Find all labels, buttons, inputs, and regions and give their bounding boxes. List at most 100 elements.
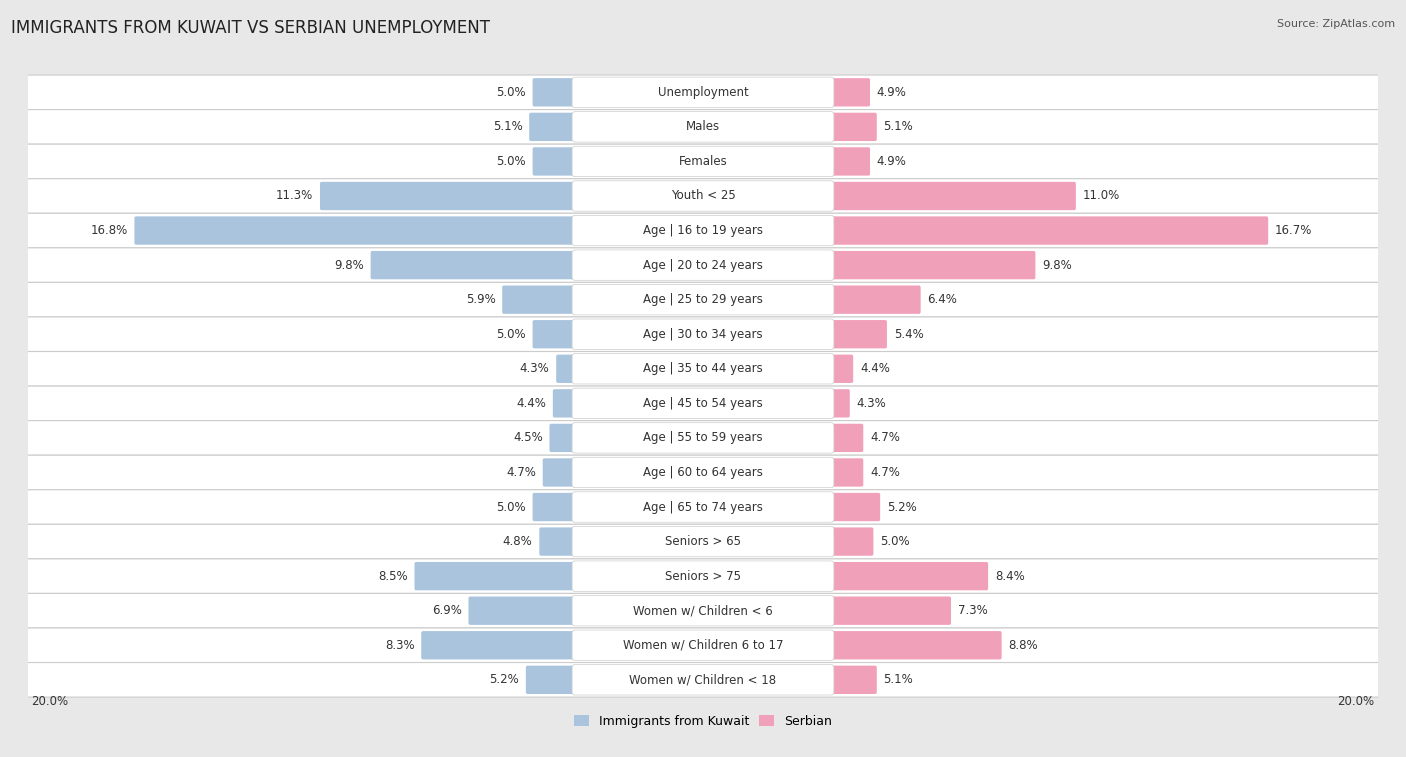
FancyBboxPatch shape [553, 389, 704, 418]
Text: 4.7%: 4.7% [870, 466, 900, 479]
Text: Age | 16 to 19 years: Age | 16 to 19 years [643, 224, 763, 237]
FancyBboxPatch shape [572, 561, 834, 591]
FancyBboxPatch shape [28, 628, 1378, 662]
FancyBboxPatch shape [572, 250, 834, 280]
FancyBboxPatch shape [28, 144, 1378, 179]
FancyBboxPatch shape [702, 562, 988, 590]
FancyBboxPatch shape [28, 593, 1378, 628]
Text: Women w/ Children 6 to 17: Women w/ Children 6 to 17 [623, 639, 783, 652]
FancyBboxPatch shape [28, 351, 1378, 386]
FancyBboxPatch shape [702, 251, 1035, 279]
FancyBboxPatch shape [28, 179, 1378, 213]
FancyBboxPatch shape [572, 422, 834, 453]
Text: Youth < 25: Youth < 25 [671, 189, 735, 202]
FancyBboxPatch shape [28, 559, 1378, 593]
FancyBboxPatch shape [702, 665, 877, 694]
FancyBboxPatch shape [572, 457, 834, 488]
Text: 4.3%: 4.3% [856, 397, 886, 410]
FancyBboxPatch shape [526, 665, 704, 694]
FancyBboxPatch shape [702, 78, 870, 107]
FancyBboxPatch shape [702, 597, 950, 625]
Text: 5.4%: 5.4% [894, 328, 924, 341]
FancyBboxPatch shape [533, 148, 704, 176]
FancyBboxPatch shape [28, 662, 1378, 697]
FancyBboxPatch shape [28, 75, 1378, 110]
FancyBboxPatch shape [28, 525, 1378, 559]
Text: 20.0%: 20.0% [1337, 695, 1375, 708]
Text: 11.0%: 11.0% [1083, 189, 1119, 202]
Text: 4.5%: 4.5% [513, 431, 543, 444]
FancyBboxPatch shape [702, 631, 1001, 659]
FancyBboxPatch shape [572, 526, 834, 557]
Text: 8.3%: 8.3% [385, 639, 415, 652]
Text: 5.9%: 5.9% [465, 293, 495, 306]
FancyBboxPatch shape [543, 458, 704, 487]
Text: 4.4%: 4.4% [516, 397, 546, 410]
FancyBboxPatch shape [28, 490, 1378, 525]
FancyBboxPatch shape [557, 354, 704, 383]
FancyBboxPatch shape [572, 181, 834, 211]
FancyBboxPatch shape [371, 251, 704, 279]
Text: 16.7%: 16.7% [1275, 224, 1312, 237]
FancyBboxPatch shape [702, 424, 863, 452]
Legend: Immigrants from Kuwait, Serbian: Immigrants from Kuwait, Serbian [569, 710, 837, 733]
Text: 11.3%: 11.3% [276, 189, 314, 202]
FancyBboxPatch shape [572, 285, 834, 315]
FancyBboxPatch shape [702, 354, 853, 383]
Text: Males: Males [686, 120, 720, 133]
FancyBboxPatch shape [702, 389, 849, 418]
FancyBboxPatch shape [468, 597, 704, 625]
Text: 5.0%: 5.0% [496, 155, 526, 168]
FancyBboxPatch shape [28, 386, 1378, 421]
FancyBboxPatch shape [572, 77, 834, 107]
Text: Age | 30 to 34 years: Age | 30 to 34 years [643, 328, 763, 341]
Text: 8.8%: 8.8% [1008, 639, 1038, 652]
FancyBboxPatch shape [550, 424, 704, 452]
Text: 5.0%: 5.0% [496, 500, 526, 513]
Text: 5.1%: 5.1% [883, 673, 914, 687]
FancyBboxPatch shape [702, 148, 870, 176]
Text: 5.0%: 5.0% [880, 535, 910, 548]
FancyBboxPatch shape [702, 182, 1076, 210]
FancyBboxPatch shape [572, 319, 834, 350]
FancyBboxPatch shape [572, 112, 834, 142]
Text: IMMIGRANTS FROM KUWAIT VS SERBIAN UNEMPLOYMENT: IMMIGRANTS FROM KUWAIT VS SERBIAN UNEMPL… [11, 19, 491, 37]
Text: 8.5%: 8.5% [378, 570, 408, 583]
FancyBboxPatch shape [28, 421, 1378, 455]
Text: 9.8%: 9.8% [1042, 259, 1071, 272]
FancyBboxPatch shape [572, 596, 834, 626]
Text: 4.8%: 4.8% [503, 535, 533, 548]
FancyBboxPatch shape [572, 665, 834, 695]
FancyBboxPatch shape [28, 248, 1378, 282]
Text: 5.1%: 5.1% [492, 120, 523, 133]
Text: 7.3%: 7.3% [957, 604, 987, 617]
FancyBboxPatch shape [415, 562, 704, 590]
Text: 5.2%: 5.2% [887, 500, 917, 513]
FancyBboxPatch shape [28, 110, 1378, 144]
FancyBboxPatch shape [572, 492, 834, 522]
FancyBboxPatch shape [533, 78, 704, 107]
Text: 6.4%: 6.4% [928, 293, 957, 306]
Text: Age | 25 to 29 years: Age | 25 to 29 years [643, 293, 763, 306]
Text: 5.2%: 5.2% [489, 673, 519, 687]
Text: Females: Females [679, 155, 727, 168]
Text: 4.7%: 4.7% [506, 466, 536, 479]
FancyBboxPatch shape [572, 215, 834, 246]
FancyBboxPatch shape [540, 528, 704, 556]
FancyBboxPatch shape [529, 113, 704, 141]
Text: 4.9%: 4.9% [877, 155, 907, 168]
Text: 5.1%: 5.1% [883, 120, 914, 133]
FancyBboxPatch shape [702, 493, 880, 521]
Text: Source: ZipAtlas.com: Source: ZipAtlas.com [1277, 19, 1395, 29]
Text: 4.7%: 4.7% [870, 431, 900, 444]
FancyBboxPatch shape [502, 285, 704, 314]
FancyBboxPatch shape [572, 146, 834, 176]
FancyBboxPatch shape [572, 630, 834, 660]
FancyBboxPatch shape [702, 217, 1268, 245]
Text: 16.8%: 16.8% [90, 224, 128, 237]
Text: 4.9%: 4.9% [877, 86, 907, 99]
Text: Age | 60 to 64 years: Age | 60 to 64 years [643, 466, 763, 479]
Text: Women w/ Children < 18: Women w/ Children < 18 [630, 673, 776, 687]
Text: Age | 20 to 24 years: Age | 20 to 24 years [643, 259, 763, 272]
Text: Age | 45 to 54 years: Age | 45 to 54 years [643, 397, 763, 410]
